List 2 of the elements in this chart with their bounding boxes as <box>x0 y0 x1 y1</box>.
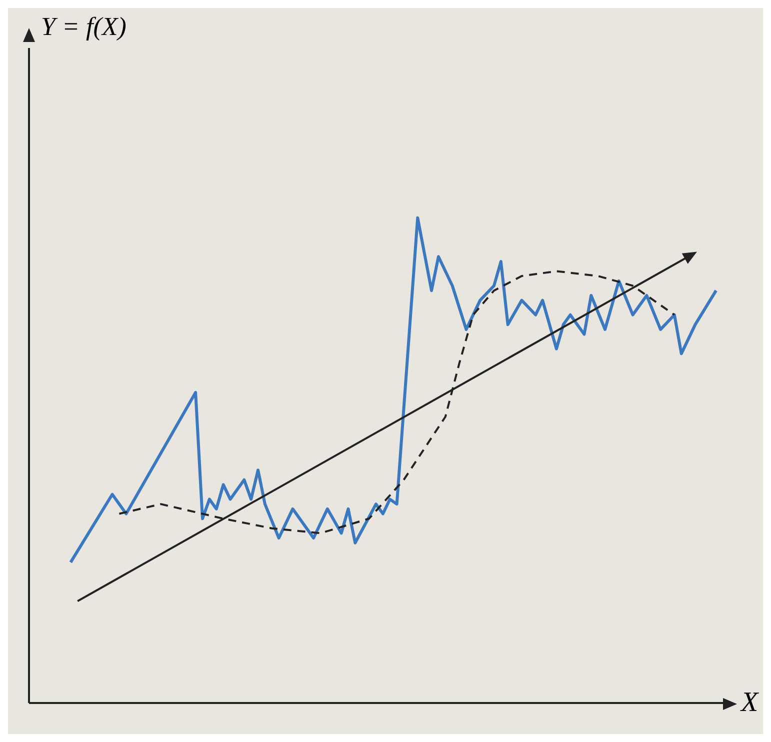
text: Y = f(X) <box>41 12 126 42</box>
x-axis-title: X <box>741 687 758 719</box>
